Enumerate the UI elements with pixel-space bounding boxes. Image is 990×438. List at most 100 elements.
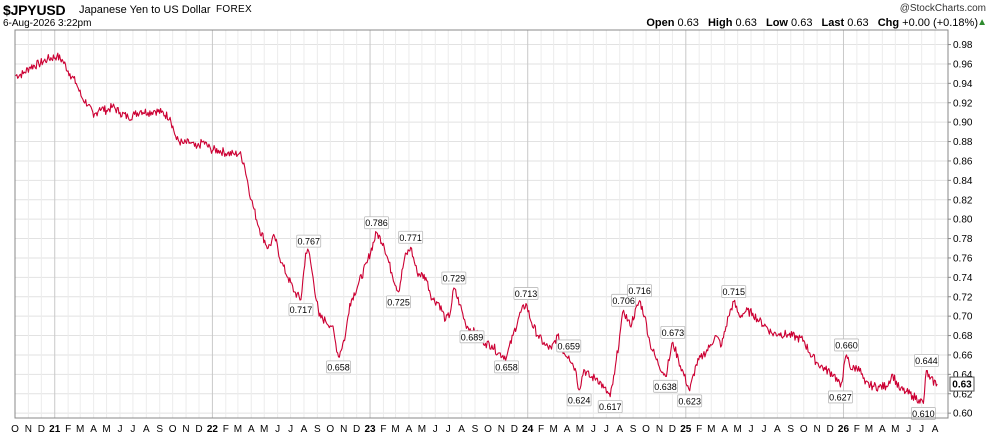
- annotation-box: [326, 360, 351, 374]
- last-value-box: [949, 376, 975, 392]
- x-tick-label: 26: [838, 424, 850, 435]
- low-value: 0.63: [791, 17, 813, 29]
- y-tick-label: 0.84: [953, 176, 973, 187]
- brand-watermark: @StockCharts.com: [899, 3, 986, 14]
- annotation-box: [597, 400, 623, 414]
- ticker-description: Japanese Yen to US Dollar: [79, 4, 211, 16]
- x-tick-label: F: [380, 424, 386, 435]
- x-tick-label: M: [865, 424, 873, 435]
- y-tick-label: 0.60: [953, 409, 973, 420]
- x-tick-label: M: [102, 424, 110, 435]
- x-tick-label: J: [591, 424, 596, 435]
- x-tick-label: 21: [49, 424, 61, 435]
- x-tick-label: F: [223, 424, 229, 435]
- x-tick-label: 25: [680, 424, 692, 435]
- x-tick-label: F: [854, 424, 860, 435]
- x-tick-label: A: [248, 424, 255, 435]
- annotation-label: 0.729: [443, 274, 466, 284]
- annotation-label: 0.713: [515, 289, 538, 299]
- x-tick-label: M: [418, 424, 426, 435]
- low-label: Low: [765, 17, 788, 29]
- y-tick-label: 0.66: [953, 350, 973, 361]
- x-tick-label: A: [301, 424, 308, 435]
- x-tick-label: J: [906, 424, 911, 435]
- x-tick-label: A: [143, 424, 150, 435]
- x-tick-label: D: [826, 424, 833, 435]
- y-tick-label: 0.68: [953, 331, 973, 342]
- annotation-label: 0.644: [915, 356, 938, 366]
- annotation-box: [677, 394, 703, 408]
- annotation-box: [834, 338, 859, 352]
- y-tick-label: 0.64: [953, 370, 973, 381]
- up-arrow-icon: ▲: [977, 17, 987, 28]
- x-tick-label: S: [156, 424, 163, 435]
- annotation-box: [513, 287, 539, 300]
- x-tick-label: F: [696, 424, 702, 435]
- open-value: 0.63: [677, 17, 699, 29]
- x-tick-label: D: [511, 424, 518, 435]
- price-line: [14, 52, 938, 404]
- annotation-box: [441, 271, 467, 285]
- x-tick-label: M: [234, 424, 242, 435]
- annotation-label: 0.689: [461, 332, 484, 342]
- x-tick-label: J: [433, 424, 438, 435]
- annotation-box: [660, 325, 686, 339]
- annotation-box: [566, 393, 592, 407]
- open-label: Open: [646, 17, 675, 29]
- x-tick-label: J: [919, 424, 924, 435]
- x-tick-label: A: [458, 424, 465, 435]
- x-tick-label: S: [472, 424, 479, 435]
- annotation-box: [611, 293, 637, 307]
- annotation-box: [914, 354, 939, 367]
- x-tick-label: D: [195, 424, 202, 435]
- annotation-label: 0.717: [290, 305, 313, 315]
- x-tick-label: M: [891, 424, 899, 435]
- x-tick-label: D: [353, 424, 360, 435]
- exchange-label: FOREX: [216, 4, 252, 15]
- annotation-label: 0.660: [835, 340, 858, 350]
- annotation-label: 0.786: [365, 218, 388, 228]
- plot-frame: [14, 29, 949, 419]
- chg-value: +0.00 (+0.18%): [902, 17, 978, 29]
- x-tick-label: A: [616, 424, 623, 435]
- annotation-label: 0.767: [297, 237, 320, 247]
- x-tick-label: J: [749, 424, 754, 435]
- annotation-label: 0.716: [628, 286, 651, 296]
- quote-datetime: 6-Aug-2026 3:22pm: [3, 18, 92, 29]
- annotation-label: 0.659: [557, 341, 580, 351]
- y-tick-label: 0.94: [953, 79, 973, 90]
- x-tick-label: M: [733, 424, 741, 435]
- y-tick-label: 0.72: [953, 292, 973, 303]
- y-tick-label: 0.86: [953, 156, 973, 167]
- ohlc-summary: Open 0.63 High 0.63 Low 0.63 Last 0.63 C…: [640, 17, 978, 29]
- annotation-label: 0.658: [495, 362, 518, 372]
- x-tick-label: 23: [364, 424, 376, 435]
- x-tick-label: J: [604, 424, 609, 435]
- x-tick-label: A: [879, 424, 886, 435]
- x-tick-label: J: [117, 424, 122, 435]
- x-tick-label: A: [564, 424, 571, 435]
- x-tick-label: A: [406, 424, 413, 435]
- y-tick-label: 0.80: [953, 215, 973, 226]
- annotation-label: 0.673: [662, 328, 685, 338]
- x-tick-label: M: [707, 424, 715, 435]
- x-tick-label: 22: [207, 424, 219, 435]
- ticker-symbol: $JPYUSD: [3, 2, 66, 18]
- x-tick-label: A: [932, 424, 939, 435]
- annotations: 0.767 0.717 0.658 0.786 0.771 0.725 0.729 0.689…: [288, 216, 939, 420]
- annotation-box: [398, 230, 424, 244]
- x-tick-label: F: [65, 424, 71, 435]
- x-tick-label: J: [288, 424, 293, 435]
- x-tick-label: O: [326, 424, 334, 435]
- y-tick-label: 0.70: [953, 312, 973, 323]
- x-tick-label: N: [340, 424, 347, 435]
- y-tick-label: 0.62: [953, 389, 973, 400]
- annotation-box: [459, 330, 485, 344]
- annotation-label: 0.623: [678, 396, 701, 406]
- y-tick-label: 0.78: [953, 234, 973, 245]
- x-tick-label: O: [169, 424, 177, 435]
- x-tick-label: A: [721, 424, 728, 435]
- x-tick-label: S: [314, 424, 321, 435]
- x-tick-label: M: [576, 424, 584, 435]
